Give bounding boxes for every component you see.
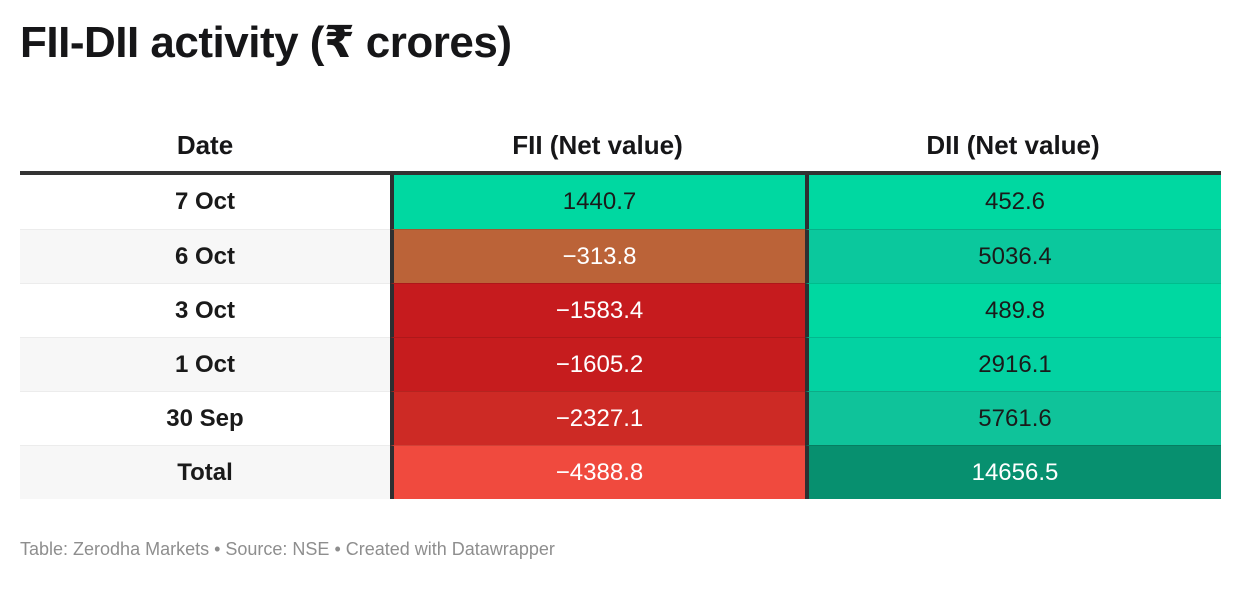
date-cell: Total [20, 445, 390, 500]
fii-value-cell: −2327.1 [390, 391, 805, 446]
column-header-dii: DII (Net value) [805, 119, 1221, 176]
table-header: Date FII (Net value) DII (Net value) [20, 119, 1221, 176]
table-row: 3 Oct −1583.4 489.8 [20, 283, 1221, 338]
dii-value-cell: 5761.6 [805, 391, 1221, 446]
table-row: 30 Sep −2327.1 5761.6 [20, 391, 1221, 446]
fii-value-cell: 1440.7 [390, 175, 805, 230]
date-cell: 7 Oct [20, 175, 390, 230]
table-row: 1 Oct −1605.2 2916.1 [20, 337, 1221, 392]
fii-value-cell: −313.8 [390, 229, 805, 284]
page: FII-DII activity (₹ crores) Date FII (Ne… [20, 18, 1221, 560]
page-title: FII-DII activity (₹ crores) [20, 18, 512, 67]
dii-value-cell: 5036.4 [805, 229, 1221, 284]
date-cell: 30 Sep [20, 391, 390, 446]
dii-value-cell: 452.6 [805, 175, 1221, 230]
dii-value-cell: 489.8 [805, 283, 1221, 338]
table-row: Total −4388.8 14656.5 [20, 445, 1221, 500]
fii-value-cell: −4388.8 [390, 445, 805, 500]
fii-value-cell: −1583.4 [390, 283, 805, 338]
dii-value-cell: 2916.1 [805, 337, 1221, 392]
table-body: 7 Oct 1440.7 452.6 6 Oct −313.8 5036.4 3 Oct −1… [20, 175, 1221, 500]
date-cell: 1 Oct [20, 337, 390, 392]
footer-credit: Table: Zerodha Markets • Source: NSE • C… [20, 539, 555, 560]
table-row: 6 Oct −313.8 5036.4 [20, 229, 1221, 284]
dii-value-cell: 14656.5 [805, 445, 1221, 500]
fii-dii-table: Date FII (Net value) DII (Net value) 7 O… [20, 119, 1221, 500]
date-cell: 3 Oct [20, 283, 390, 338]
header-row: Date FII (Net value) DII (Net value) [20, 119, 1221, 176]
table-row: 7 Oct 1440.7 452.6 [20, 175, 1221, 230]
date-cell: 6 Oct [20, 229, 390, 284]
fii-value-cell: −1605.2 [390, 337, 805, 392]
column-header-date: Date [20, 119, 390, 176]
column-header-fii: FII (Net value) [390, 119, 805, 176]
